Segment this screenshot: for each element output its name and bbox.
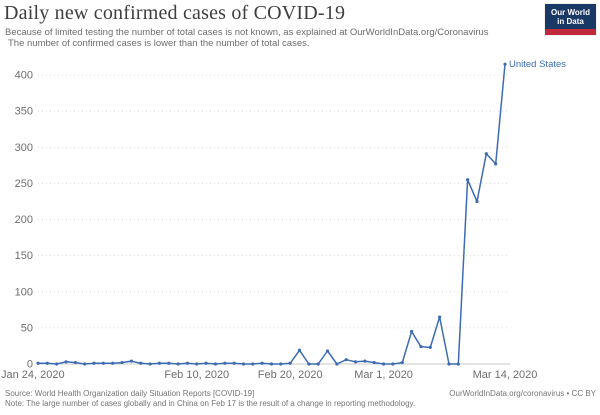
- data-point-marker: [279, 362, 283, 366]
- data-point-marker: [167, 361, 171, 365]
- us-series-line: [37, 63, 506, 365]
- data-point-marker: [120, 360, 124, 365]
- data-point-marker: [475, 199, 479, 204]
- data-point-marker: [363, 359, 367, 363]
- data-point-marker: [456, 362, 460, 366]
- data-point-marker: [148, 362, 152, 366]
- page-title: Daily new confirmed cases of COVID-19: [4, 2, 346, 24]
- data-point-marker: [494, 162, 498, 166]
- data-point-marker: [111, 361, 115, 365]
- data-point-marker: [185, 361, 190, 365]
- data-point-marker: [400, 360, 404, 365]
- data-point-marker: [428, 345, 432, 349]
- data-point-marker: [419, 345, 423, 349]
- data-point-marker: [335, 362, 339, 366]
- line-chart-canvas: 0 50 100 150 200 250 300 350 400 Jan 24, 2020 Feb …: [1, 59, 566, 381]
- data-point-marker: [176, 362, 180, 366]
- data-point-marker: [438, 315, 442, 319]
- data-point-marker: [241, 362, 246, 366]
- data-point-marker: [269, 362, 274, 366]
- data-point-marker: [381, 362, 386, 366]
- data-point-marker: [92, 361, 96, 365]
- data-point-marker: [353, 360, 358, 364]
- chart-subtitle: Because of limited testing the number of…: [5, 27, 489, 49]
- y-tick-label: 350: [15, 106, 33, 118]
- data-point-marker: [139, 361, 143, 365]
- data-point-marker: [260, 361, 264, 365]
- data-point-marker: [307, 362, 311, 366]
- data-point-marker: [55, 362, 59, 366]
- data-point-marker: [129, 359, 133, 363]
- data-point-marker: [157, 361, 162, 365]
- data-point-marker: [344, 358, 348, 362]
- x-tick-label: Feb 10, 2020: [164, 369, 229, 381]
- y-tick-label: 100: [15, 286, 33, 298]
- data-point-marker: [447, 362, 451, 366]
- license-note: OurWorldInData.org/coronavirus • CC BY: [449, 389, 596, 398]
- data-point-marker: [372, 360, 376, 365]
- subtitle-line2: The number of confirmed cases is lower t…: [8, 38, 310, 49]
- y-tick-label: 50: [21, 322, 33, 334]
- y-tick-label: 200: [15, 214, 33, 226]
- data-point-marker: [325, 349, 330, 353]
- data-point-marker: [316, 362, 320, 366]
- footnote: Note: The large number of cases globally…: [5, 399, 416, 408]
- data-point-marker: [64, 360, 68, 364]
- y-tick-label: 150: [15, 250, 33, 262]
- data-point-marker: [503, 62, 507, 66]
- data-point-marker: [83, 362, 87, 366]
- y-tick-label: 250: [15, 178, 33, 190]
- data-point-marker: [204, 361, 208, 365]
- data-point-marker: [391, 362, 395, 366]
- data-point-marker: [410, 329, 414, 334]
- data-point-marker: [251, 362, 255, 366]
- data-point-marker: [45, 361, 49, 365]
- x-tick-label: Mar 14, 2020: [473, 369, 538, 381]
- data-point-marker: [466, 178, 470, 182]
- y-tick-label: 0: [27, 359, 33, 371]
- data-point-marker: [213, 362, 218, 366]
- data-point-marker: [297, 348, 302, 352]
- owid-logo-red-bar: [545, 29, 596, 35]
- x-tick-label: Jan 24, 2020: [1, 369, 65, 381]
- owid-logo: Our World in Data: [545, 4, 596, 35]
- data-point-marker: [223, 361, 227, 365]
- data-point-marker: [288, 361, 292, 365]
- y-tick-label: 300: [15, 142, 33, 154]
- data-point-marker: [195, 362, 199, 366]
- y-tick-label: 400: [15, 70, 33, 82]
- source-note: Source: World Health Organization daily …: [5, 389, 255, 398]
- chart-footer: Source: World Health Organization daily …: [5, 389, 596, 409]
- x-tick-label: Feb 20, 2020: [258, 369, 323, 381]
- x-tick-label: Mar 1, 2020: [354, 369, 413, 381]
- data-point-marker: [232, 361, 236, 365]
- owid-logo-text: Our World in Data: [545, 4, 596, 29]
- data-point-marker: [36, 361, 40, 365]
- series-label-united-states: United States: [509, 59, 566, 70]
- data-point-marker: [73, 360, 77, 365]
- data-point-marker: [101, 361, 105, 365]
- subtitle-line1: Because of limited testing the number of…: [5, 27, 489, 38]
- data-point-marker: [484, 152, 488, 156]
